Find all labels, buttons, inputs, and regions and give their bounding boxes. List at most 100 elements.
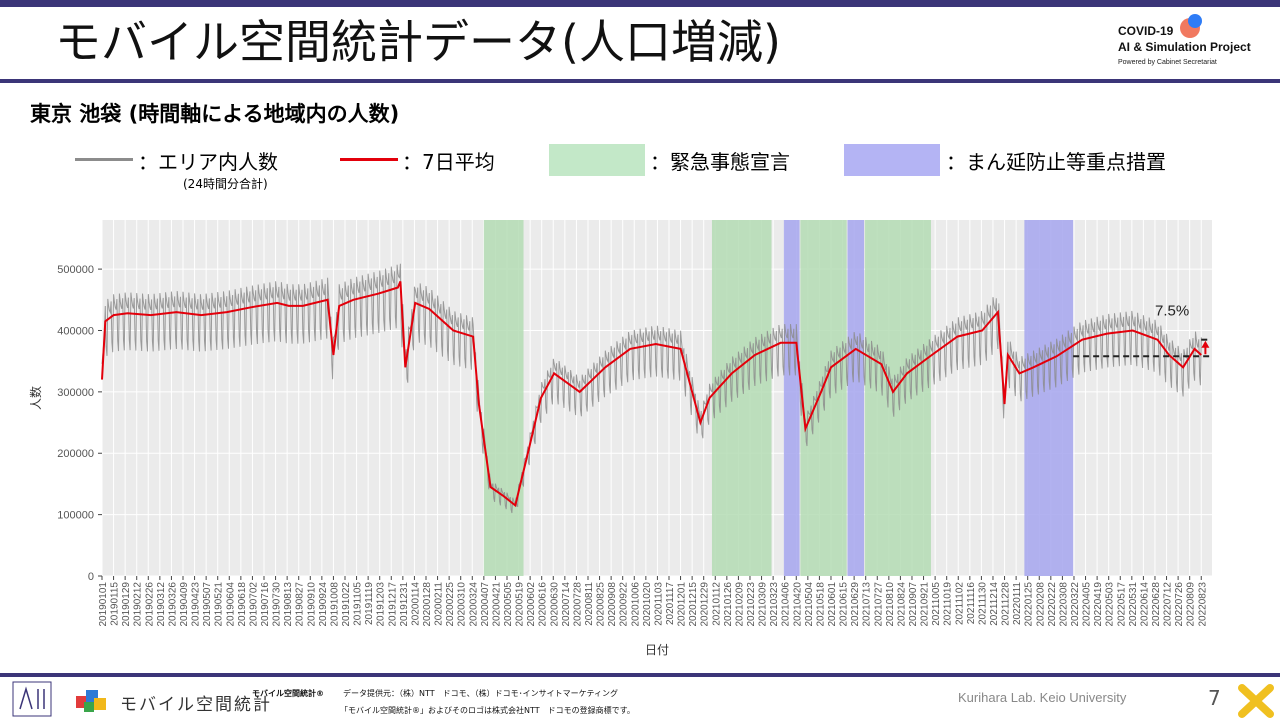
x-tick-label: 20191022 (341, 582, 352, 627)
x-tick-label: 20210504 (804, 582, 815, 627)
x-tick-label: 20190730 (272, 582, 283, 627)
x-tick-label: 20200630 (549, 582, 560, 627)
x-tick-label: 20211019 (943, 582, 954, 626)
footer-lab: Kurihara Lab. Keio University (958, 690, 1127, 705)
x-tick-label: 20201201 (677, 582, 688, 627)
x-tick-label: 20210629 (850, 582, 861, 627)
x-tick-label: 20191105 (353, 582, 364, 626)
x-tick-label: 20210126 (723, 582, 734, 627)
x-tick-label: 20201229 (700, 582, 711, 627)
x-tick-label: 20200128 (422, 582, 433, 627)
x-tick-label: 20210810 (885, 582, 896, 627)
x-tick-label: 20190101 (98, 582, 109, 627)
x-tick-label: 20211102 (954, 582, 965, 625)
x-tick-label: 20190115 (110, 582, 121, 626)
emergency-band (864, 220, 931, 576)
footer-brand: モバイル空間統計 (120, 695, 272, 715)
x-tick-label: 20200211 (434, 582, 445, 626)
x-tick-label: 20200505 (503, 582, 514, 627)
x-tick-label: 20210223 (746, 582, 757, 627)
x-tick-label: 20220809 (1186, 582, 1197, 627)
x-tick-label: 20220517 (1116, 582, 1127, 627)
x-tick-label: 20190212 (133, 582, 144, 627)
x-tick-label: 20200825 (596, 582, 607, 627)
legend-avg-swatch (340, 158, 398, 161)
x-tick-label: 20200310 (457, 582, 468, 627)
legend-emergency-label: ：緊急事態宣言 (650, 150, 790, 174)
x-tick-label: 20200225 (445, 582, 456, 627)
x-tick-label: 20220322 (1070, 582, 1081, 627)
x-tick-label: 20200602 (526, 582, 537, 627)
legend-avg-label: ：7日平均 (402, 150, 495, 174)
x-tick-label: 20210406 (781, 582, 792, 627)
x-tick-label: 20210323 (769, 582, 780, 627)
x-tick-label: 20210907 (908, 582, 919, 627)
change-annotation: 7.5% (1155, 303, 1189, 320)
y-axis-label: 人数 (28, 386, 43, 410)
x-tick-label: 20220308 (1058, 582, 1069, 627)
x-tick-label: 20190226 (144, 582, 155, 627)
x-tick-label: 20220823 (1197, 582, 1208, 627)
x-tick-label: 20190409 (179, 582, 190, 627)
x-tick-label: 20190924 (318, 582, 329, 627)
x-tick-label: 20190910 (306, 582, 317, 627)
priority-band (783, 220, 800, 576)
x-tick-label: 20200324 (468, 582, 479, 627)
x-tick-label: 20190716 (260, 582, 271, 627)
top-accent-bar (0, 0, 1280, 7)
x-tick-label: 20190813 (283, 582, 294, 627)
x-tick-label: 20190423 (191, 582, 202, 627)
emergency-band (483, 220, 524, 576)
priority-band (847, 220, 865, 576)
x-tick-label: 20220726 (1174, 582, 1185, 627)
title-divider (0, 79, 1280, 83)
avg-series-line (101, 281, 1202, 508)
x-tick-label: 20201020 (642, 582, 653, 627)
x-tick-label: 20220222 (1047, 582, 1058, 627)
priority-band (1024, 220, 1074, 576)
corner-mark-icon (1238, 684, 1274, 718)
x-tick-label: 20211005 (931, 582, 942, 626)
x-tick-label: 20220712 (1163, 582, 1174, 627)
y-tick-label: 300000 (57, 387, 94, 399)
legend-raw-note: (24時間分合計) (183, 177, 268, 191)
x-tick-label: 20191217 (387, 582, 398, 627)
x-tick-label: 20210420 (792, 582, 803, 627)
legend-priority-label: ：まん延防止等重点措置 (946, 150, 1166, 174)
logo-line2: AI & Simulation Project (1118, 40, 1251, 54)
x-tick-label: 20220405 (1082, 582, 1093, 627)
x-tick-label: 20210727 (873, 582, 884, 627)
logo-line1: COVID-19 (1118, 24, 1174, 38)
legend-raw-swatch (75, 158, 133, 161)
x-tick-label: 20200421 (491, 582, 502, 627)
project-logo: COVID-19 AI & Simulation Project Powered… (1118, 14, 1278, 74)
x-tick-label: 20220531 (1128, 582, 1139, 627)
x-tick-label: 20201215 (688, 582, 699, 627)
x-tick-label: 20211130 (977, 582, 988, 625)
x-tick-label: 20200908 (607, 582, 618, 627)
x-tick-label: 20190326 (167, 582, 178, 627)
x-tick-label: 20190129 (121, 582, 132, 627)
logo-circle-blue (1188, 14, 1202, 28)
x-tick-label: 20190604 (225, 582, 236, 627)
x-tick-label: 20191119 (364, 582, 375, 625)
increase-arrow-head (1201, 340, 1210, 348)
x-tick-label: 20200114 (410, 582, 421, 626)
y-tick-label: 200000 (57, 448, 94, 460)
population-chart: 7.5% 0 100000 200000 300000 400000 500000 20190… (28, 220, 1212, 657)
x-tick-label: 20190521 (214, 582, 225, 627)
x-tick-label: 20210921 (920, 582, 931, 627)
x-tick-label: 20190827 (295, 582, 306, 627)
x-tick-label: 20200811 (584, 582, 595, 626)
page-number: 7 (1208, 686, 1221, 710)
footer-mark-label: モバイル空間統計® (252, 689, 324, 698)
x-tick-label: 20220125 (1024, 582, 1035, 627)
x-tick-label: 20210309 (758, 582, 769, 627)
footer-source: データ提供元：（株）NTT ドコモ、（株）ドコモ･インサイトマーケティング (343, 689, 618, 698)
x-tick-label: 20220419 (1093, 582, 1104, 627)
x-tick-label: 20190507 (202, 582, 213, 627)
x-tick-label: 20220614 (1139, 582, 1150, 627)
x-tick-label: 20220208 (1035, 582, 1046, 627)
x-tick-label: 20211228 (1001, 582, 1012, 626)
x-tick-label: 20190312 (156, 582, 167, 627)
